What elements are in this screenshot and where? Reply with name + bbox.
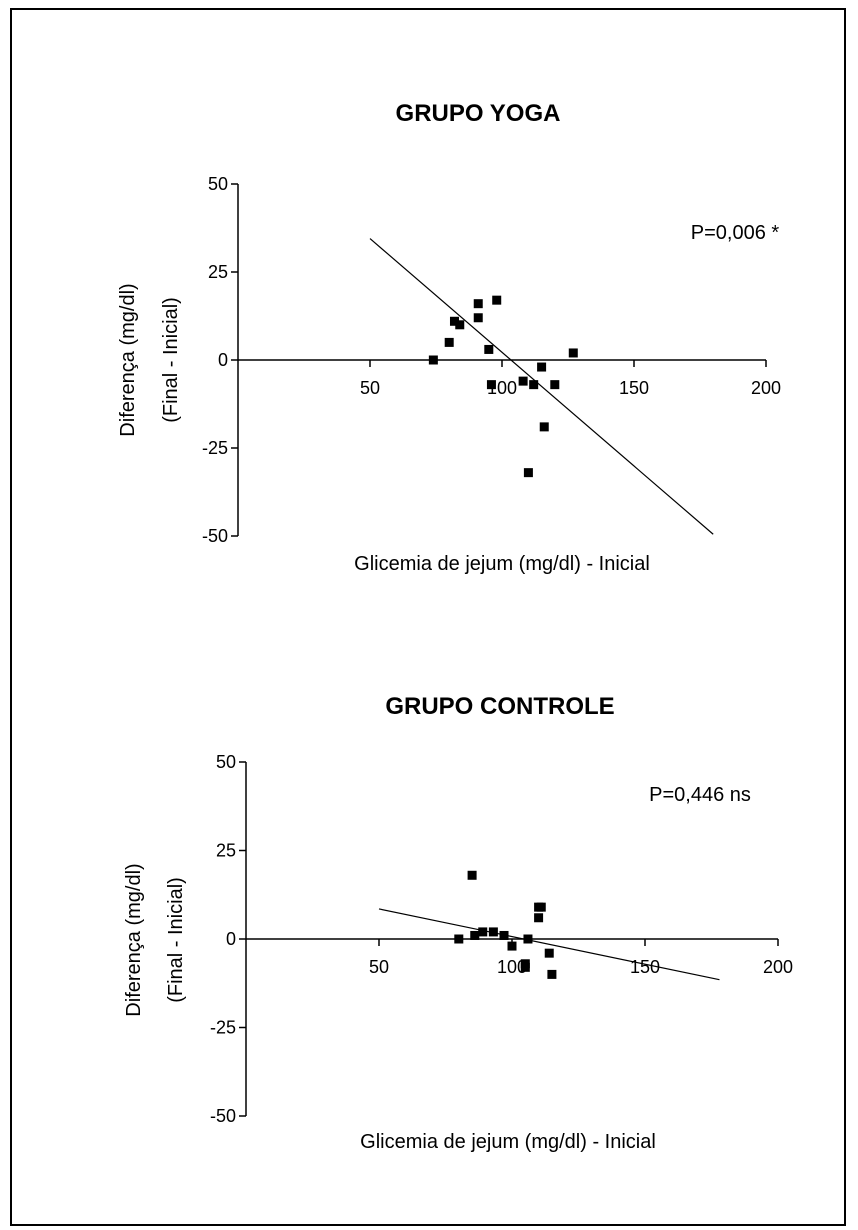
y-axis-label-line-1-group: Diferença (mg/dl) (117, 283, 139, 436)
data-point (534, 913, 544, 923)
chart-title: GRUPO CONTROLE (385, 693, 614, 720)
data-point (449, 316, 459, 326)
y-axis-label-line-1-group: Diferença (mg/dl) (123, 863, 145, 1016)
y-axis-label-line-2-group: (Final - Inicial) (160, 297, 182, 423)
y-tick-label: 50 (208, 174, 228, 194)
x-axis-label: Glicemia de jejum (mg/dl) - Inicial (360, 1131, 656, 1153)
regression-line-group (369, 238, 714, 535)
data-point (529, 380, 539, 390)
data-point (467, 870, 477, 880)
figure-frame (10, 8, 846, 1226)
y-tick-label: 0 (218, 350, 228, 370)
data-point (454, 934, 464, 944)
data-point (455, 320, 465, 330)
x-axis-label: Glicemia de jejum (mg/dl) - Inicial (354, 553, 650, 575)
y-tick-label: -50 (210, 1106, 236, 1126)
regression-line (378, 908, 720, 981)
data-point (547, 969, 557, 979)
data-point (444, 337, 454, 347)
x-tick-label: 150 (619, 378, 649, 398)
x-tick-label: 50 (369, 957, 389, 977)
data-point (507, 941, 517, 951)
data-point (492, 295, 502, 305)
p-value-annotation: P=0,006 * (691, 222, 780, 244)
data-point (539, 422, 549, 432)
regression-line-group (378, 908, 720, 981)
axes: 50 25 0 -25 -50 50 100 150 200 (210, 752, 793, 1126)
data-point (518, 376, 528, 386)
y-axis-label-line-2-group: (Final - Inicial) (165, 877, 187, 1003)
y-axis-label-line-2: (Final - Inicial) (160, 297, 182, 423)
data-point (486, 380, 496, 390)
data-point (499, 930, 509, 940)
y-tick-label: 25 (216, 841, 236, 861)
chart-title: GRUPO YOGA (396, 100, 561, 127)
data-point (544, 948, 554, 958)
y-axis-label-line-1: Diferença (mg/dl) (123, 863, 145, 1016)
data-point (520, 962, 530, 972)
data-point (523, 468, 533, 478)
data-point (488, 927, 498, 937)
y-axis-label-line-1: Diferença (mg/dl) (117, 283, 139, 436)
regression-line (369, 238, 714, 535)
y-axis-label-line-2: (Final - Inicial) (165, 877, 187, 1003)
points-group (454, 870, 557, 979)
x-tick-label: 50 (360, 378, 380, 398)
y-tick-label: -25 (202, 438, 228, 458)
data-point (536, 902, 546, 912)
y-tick-label: 25 (208, 262, 228, 282)
x-tick-label: 200 (763, 957, 793, 977)
data-point (568, 348, 578, 358)
data-point (428, 355, 438, 365)
x-tick-label: 150 (630, 957, 660, 977)
data-point (473, 299, 483, 309)
y-tick-label: 50 (216, 752, 236, 772)
x-tick-label: 200 (751, 378, 781, 398)
chart-grupo-controle: GRUPO CONTROLE P=0,446 ns Glicemia de je… (123, 693, 793, 1153)
chart-grupo-yoga: GRUPO YOGA P=0,006 * Glicemia de jejum (… (117, 100, 781, 575)
p-value-annotation: P=0,446 ns (649, 784, 751, 806)
data-point (478, 927, 488, 937)
data-point (523, 934, 533, 944)
y-tick-label: -25 (210, 1018, 236, 1038)
data-point (473, 313, 483, 323)
data-point (537, 362, 547, 372)
points-group (428, 295, 578, 478)
data-point (550, 380, 560, 390)
data-point (470, 930, 480, 940)
data-point (484, 344, 494, 354)
x-tick-label: 100 (497, 957, 527, 977)
y-tick-label: 0 (226, 929, 236, 949)
y-tick-label: -50 (202, 526, 228, 546)
